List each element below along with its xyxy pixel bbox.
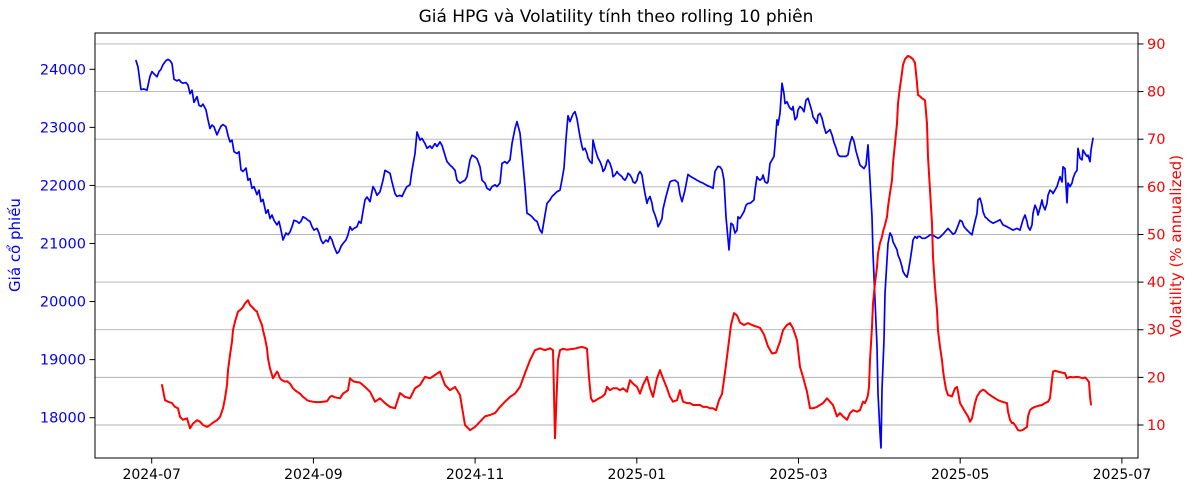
y-right-tick-label: 80 xyxy=(1147,85,1165,101)
y-right-tick-label: 30 xyxy=(1147,323,1165,339)
x-tick-label: 2025-07 xyxy=(1093,467,1152,483)
grid-layer xyxy=(95,43,1138,426)
y-left-tick-label: 21000 xyxy=(40,236,86,252)
x-tick-label: 2025-01 xyxy=(608,467,667,483)
x-tick-label: 2025-03 xyxy=(769,467,828,483)
y-left-axis-label: Giá cổ phiếu xyxy=(6,198,24,292)
y-left-tick-label: 18000 xyxy=(40,411,86,427)
plot-border xyxy=(94,32,1139,459)
y-left-tick-label: 24000 xyxy=(40,62,86,78)
y-right-axis-label: Volatility (% annualized) xyxy=(1167,155,1185,337)
chart-title: Giá HPG và Volatility tính theo rolling … xyxy=(419,7,814,27)
y-right-tick-label: 40 xyxy=(1147,275,1165,291)
y-right-tick-label: 70 xyxy=(1147,132,1165,148)
volatility-line xyxy=(161,54,1092,440)
y-right-tick-label: 50 xyxy=(1147,227,1165,243)
series-layer xyxy=(135,54,1094,449)
y-right-tick-label: 10 xyxy=(1147,418,1165,434)
x-tick-label: 2024-09 xyxy=(284,467,343,483)
tick-layer: 18000 19000 20000 21000 22000 23000 24000 10 20 3… xyxy=(40,37,1166,483)
x-tick-label: 2024-11 xyxy=(446,467,505,483)
y-right-tick-label: 20 xyxy=(1147,370,1165,386)
y-left-tick-label: 19000 xyxy=(40,353,86,369)
x-tick-label: 2025-05 xyxy=(931,467,990,483)
y-right-tick-label: 60 xyxy=(1147,180,1165,196)
y-left-tick-label: 20000 xyxy=(40,295,86,311)
y-left-tick-label: 22000 xyxy=(40,178,86,194)
y-left-tick-label: 23000 xyxy=(40,120,86,136)
x-tick-label: 2024-07 xyxy=(122,467,181,483)
y-right-tick-label: 90 xyxy=(1147,37,1165,53)
price-line xyxy=(135,58,1094,449)
